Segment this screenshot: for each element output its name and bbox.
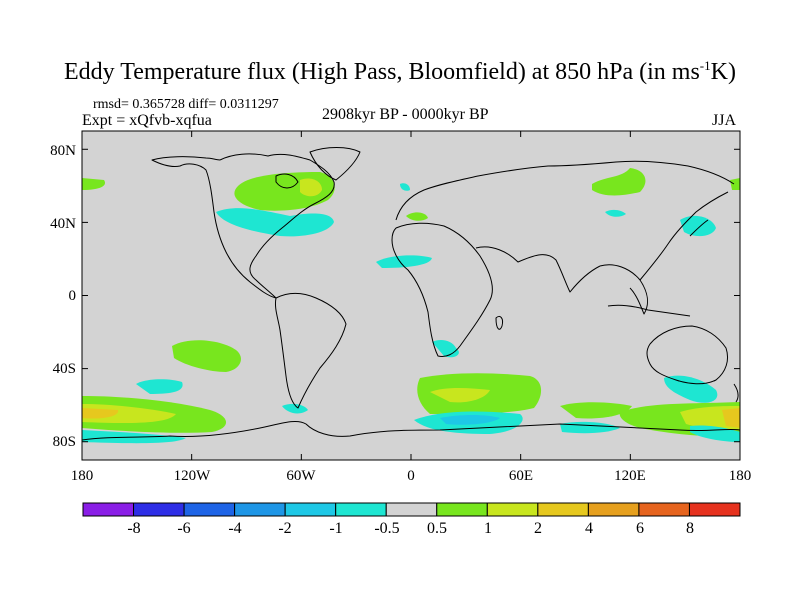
coast-greenland <box>309 147 361 181</box>
colorbar-swatch-12 <box>688 502 741 517</box>
colorbar-swatch-7 <box>436 502 488 517</box>
y-tick-label-80s: 80S <box>52 434 76 450</box>
anomaly-west-edge-positive-inner <box>82 404 176 424</box>
coast-antarctica <box>82 421 740 441</box>
anomaly-central-asia-negative <box>605 209 626 217</box>
colorbar-label-m6: -6 <box>177 520 191 537</box>
colorbar-label-p8: 8 <box>686 520 694 537</box>
coast-new-zealand <box>733 383 739 403</box>
coast-east-asia <box>639 191 729 281</box>
y-tick-label-40s: 40S <box>52 361 76 377</box>
colorbar-swatch-9 <box>537 502 589 517</box>
anomaly-south-pacific-negative <box>136 379 183 394</box>
coast-africa <box>391 222 493 357</box>
anomaly-arctic-negative <box>400 183 410 191</box>
anomaly-drake-negative <box>282 403 308 414</box>
colorbar-swatch-11 <box>638 502 690 517</box>
x-tick-label-0: 0 <box>407 468 415 484</box>
coast-europe <box>395 160 735 221</box>
colorbar-label-p05: 0.5 <box>427 520 447 537</box>
anomaly-south-africa-negative <box>432 340 459 358</box>
colorbar-swatch-5 <box>335 502 387 517</box>
colorbar <box>82 502 741 517</box>
anomaly-sw-pacific-core <box>722 408 740 428</box>
anomaly-west-edge-negative <box>82 430 186 444</box>
colorbar-swatch-10 <box>587 502 640 517</box>
colorbar-swatch-2 <box>183 502 236 517</box>
colorbar-label-m2: -2 <box>278 520 292 537</box>
anomaly-indian-ocean-positive <box>560 402 632 419</box>
colorbar-label-m8: -8 <box>127 520 141 537</box>
coast-madagascar <box>495 315 503 330</box>
experiment-label: Expt = xQfvb-xqfua <box>82 112 212 129</box>
anomaly-australia-negative <box>664 375 718 403</box>
x-tick-label-180e: 180 <box>728 468 752 484</box>
colorbar-swatch-4 <box>284 502 337 517</box>
y-tick-label-0: 0 <box>68 288 77 304</box>
coast-indonesia <box>607 304 691 317</box>
stats-label: rmsd= 0.365728 diff= 0.0311297 <box>93 97 279 112</box>
x-tick-label-120w: 120W <box>173 468 211 484</box>
colorbar-label-m1: -1 <box>329 520 343 537</box>
colorbar-label-p1: 1 <box>484 520 492 537</box>
anomaly-n-atlantic-negative <box>216 208 334 237</box>
anomaly-southern-ocean-negative-core <box>440 415 500 425</box>
anomaly-n-america-positive-core <box>300 178 322 197</box>
colorbar-label-m05: -0.5 <box>374 520 400 537</box>
anomaly-south-pacific-positive <box>172 340 241 372</box>
colorbar-swatch-3 <box>234 502 286 517</box>
anomaly-ne-pacific-positive <box>730 178 740 190</box>
period-label: 2908kyr BP - 0000kyr BP <box>322 106 489 123</box>
anomaly-atlantic-negative <box>376 255 432 268</box>
anomaly-siberia-positive <box>592 168 646 196</box>
x-tick-label-60w: 60W <box>286 468 316 484</box>
axis-ticks <box>81 131 741 460</box>
anomaly-fields <box>82 168 740 444</box>
season-label: JJA <box>712 112 737 129</box>
anomaly-southern-ocean-positive-core <box>430 388 490 403</box>
colorbar-swatch-0 <box>82 502 135 517</box>
anomaly-europe-positive <box>406 212 428 221</box>
coast-arabia-india <box>475 246 601 293</box>
coast-australia <box>646 325 729 385</box>
y-tick-label-40n: 40N <box>50 216 76 232</box>
colorbar-swatch-1 <box>133 502 185 517</box>
colorbar-label-p2: 2 <box>534 520 542 537</box>
map-title: Eddy Temperature flux (High Pass, Bloomf… <box>64 58 736 85</box>
colorbar-label-m4: -4 <box>228 520 242 537</box>
y-tick-label-80n: 80N <box>50 143 76 159</box>
colorbar-swatch-8 <box>486 502 539 517</box>
colorbar-swatch-6 <box>385 502 438 517</box>
coast-southeast-asia <box>599 264 648 315</box>
colorbar-label-p4: 4 <box>585 520 593 537</box>
colorbar-label-p6: 6 <box>636 520 644 537</box>
coast-hudson-bay <box>275 173 299 189</box>
x-tick-label-120e: 120E <box>614 468 646 484</box>
coast-south-america <box>275 293 347 409</box>
anomaly-nw-pacific-positive <box>82 178 106 190</box>
coastlines <box>82 147 740 441</box>
anomaly-west-edge-core <box>82 408 119 419</box>
x-tick-label-60e: 60E <box>508 468 534 484</box>
x-tick-label-180w: 180 <box>70 468 94 484</box>
coast-japan <box>689 219 709 237</box>
